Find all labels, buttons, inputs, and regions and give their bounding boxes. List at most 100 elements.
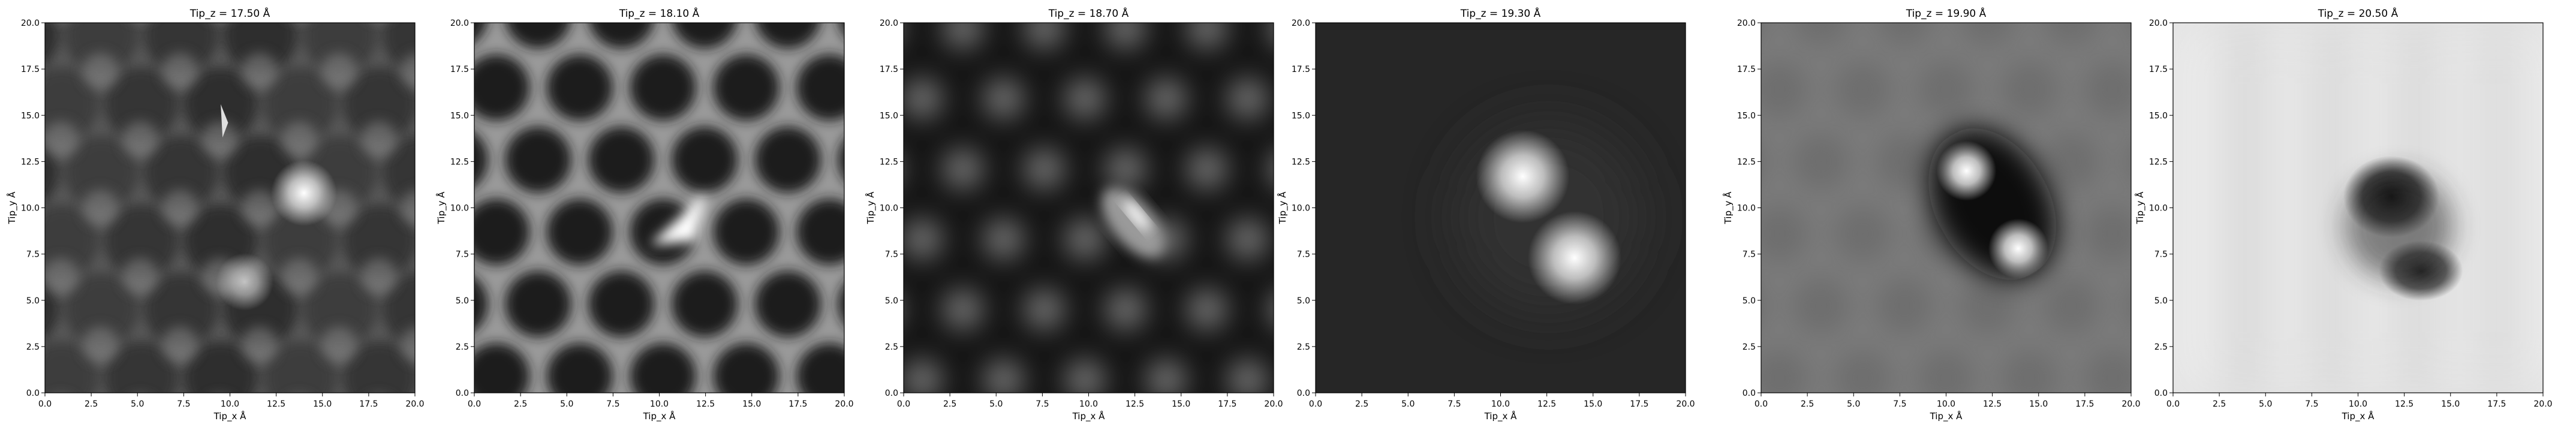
x-tick-label: 20.0 bbox=[2121, 399, 2140, 409]
y-tick-label: 17.5 bbox=[1292, 65, 1310, 74]
y-tick-label: 7.5 bbox=[26, 250, 40, 260]
x-tick-label: 15.0 bbox=[1172, 399, 1190, 409]
y-tick-label: 10.0 bbox=[2149, 204, 2168, 214]
x-tick-label: 15.0 bbox=[742, 399, 761, 409]
x-tick-label: 5.0 bbox=[1847, 399, 1860, 409]
x-tick-label: 17.5 bbox=[789, 399, 807, 409]
x-tick-label: 0.0 bbox=[468, 399, 481, 409]
y-tick-label: 10.0 bbox=[21, 204, 40, 214]
y-tick-label: 17.5 bbox=[450, 65, 469, 74]
x-tick-label: 10.0 bbox=[2349, 399, 2367, 409]
y-tick-label: 20.0 bbox=[880, 19, 898, 28]
y-tick-label: 17.5 bbox=[880, 65, 898, 74]
y-tick-label: 15.0 bbox=[21, 111, 40, 121]
y-tick-label: 12.5 bbox=[2149, 157, 2168, 167]
x-tick-label: 2.5 bbox=[1801, 399, 1814, 409]
x-tick-label: 5.0 bbox=[131, 399, 144, 409]
y-tick-label: 0.0 bbox=[2154, 389, 2168, 398]
x-tick-label: 10.0 bbox=[1079, 399, 1098, 409]
y-tick-label: 15.0 bbox=[880, 111, 898, 121]
y-axis-label: Tip_y Å bbox=[865, 191, 877, 225]
x-tick-label: 20.0 bbox=[835, 399, 853, 409]
heatmap-image bbox=[474, 23, 844, 393]
x-tick-label: 15.0 bbox=[1584, 399, 1602, 409]
y-tick-label: 15.0 bbox=[1737, 111, 1756, 121]
y-tick-label: 12.5 bbox=[450, 157, 469, 167]
y-axis-label: Tip_y Å bbox=[2134, 191, 2146, 225]
chart-title: Tip_z = 19.30 Å bbox=[1460, 7, 1541, 20]
x-tick-label: 20.0 bbox=[1676, 399, 1695, 409]
x-tick-label: 2.5 bbox=[514, 399, 527, 409]
x-tick-label: 12.5 bbox=[267, 399, 285, 409]
x-axis-label: Tip_x Å bbox=[1930, 410, 1963, 422]
x-tick-label: 10.0 bbox=[650, 399, 669, 409]
x-tick-label: 17.5 bbox=[1218, 399, 1236, 409]
y-tick-label: 20.0 bbox=[2149, 19, 2168, 28]
x-tick-label: 15.0 bbox=[313, 399, 332, 409]
x-tick-label: 10.0 bbox=[1937, 399, 1955, 409]
y-tick-label: 15.0 bbox=[2149, 111, 2168, 121]
x-tick-label: 0.0 bbox=[1755, 399, 1768, 409]
x-axis-label: Tip_x Å bbox=[643, 410, 676, 422]
x-tick-label: 17.5 bbox=[1630, 399, 1648, 409]
x-tick-label: 17.5 bbox=[2075, 399, 2094, 409]
y-tick-label: 5.0 bbox=[456, 296, 469, 306]
y-tick-label: 10.0 bbox=[1737, 204, 1756, 214]
heatmap-panel-5: Tip_z = 19.90 Å 0.0 2.5 5.0 7.5 10.0 12.5 15.0 1… bbox=[1722, 7, 2141, 422]
x-tick-label: 20.0 bbox=[2533, 399, 2552, 409]
heatmap-panel-2: Tip_z = 18.10 Å 0.0 2.5 5.0 7.5 10.0 12.5 15.0 1… bbox=[435, 7, 854, 422]
x-tick-label: 15.0 bbox=[2029, 399, 2048, 409]
x-tick-label: 5.0 bbox=[1401, 399, 1415, 409]
y-tick-label: 12.5 bbox=[1292, 157, 1310, 167]
x-tick-label: 5.0 bbox=[560, 399, 573, 409]
x-tick-label: 7.5 bbox=[1893, 399, 1906, 409]
y-tick-label: 5.0 bbox=[2154, 296, 2168, 306]
y-tick-label: 2.5 bbox=[1297, 342, 1310, 352]
x-tick-label: 0.0 bbox=[897, 399, 910, 409]
x-tick-label: 10.0 bbox=[221, 399, 239, 409]
y-tick-label: 10.0 bbox=[450, 204, 469, 214]
y-tick-label: 5.0 bbox=[885, 296, 898, 306]
x-tick-label: 12.5 bbox=[1126, 399, 1144, 409]
y-tick-label: 2.5 bbox=[2154, 342, 2168, 352]
x-tick-label: 17.5 bbox=[2487, 399, 2506, 409]
heatmap-panel-4: Tip_z = 19.30 Å 0.0 2.5 5.0 7.5 10.0 12.5 15.0 1… bbox=[1277, 7, 1695, 422]
y-tick-label: 7.5 bbox=[456, 250, 469, 260]
heatmap-panel-6: Tip_z = 20.50 Å 0.0 2.5 5.0 7.5 10.0 12.5 15.0 1… bbox=[2134, 7, 2553, 422]
chart-title: Tip_z = 18.10 Å bbox=[619, 7, 700, 20]
x-tick-label: 2.5 bbox=[2213, 399, 2226, 409]
y-tick-label: 20.0 bbox=[21, 19, 40, 28]
x-tick-label: 2.5 bbox=[943, 399, 956, 409]
heatmap-panel-3: Tip_z = 18.70 Å 0.0 2.5 5.0 7.5 10.0 12.5 15.0 1… bbox=[865, 7, 1283, 422]
y-tick-label: 7.5 bbox=[1297, 250, 1310, 260]
x-tick-label: 20.0 bbox=[1264, 399, 1283, 409]
y-tick-label: 15.0 bbox=[1292, 111, 1310, 121]
y-axis-label: Tip_y Å bbox=[6, 191, 18, 225]
y-tick-label: 7.5 bbox=[885, 250, 898, 260]
chart-title: Tip_z = 17.50 Å bbox=[189, 7, 270, 20]
x-tick-label: 0.0 bbox=[1309, 399, 1322, 409]
y-tick-label: 2.5 bbox=[1743, 342, 1756, 352]
heatmap-image bbox=[45, 23, 415, 393]
x-tick-label: 0.0 bbox=[2166, 399, 2180, 409]
y-tick-label: 10.0 bbox=[1292, 204, 1310, 214]
y-tick-label: 0.0 bbox=[885, 389, 898, 398]
heatmap-panel-1: Tip_z = 17.50 Å 0.0 2.5 5.0 7.5 10.0 12.5 15.0 1… bbox=[6, 7, 425, 422]
y-tick-label: 17.5 bbox=[1737, 65, 1756, 74]
y-tick-label: 12.5 bbox=[1737, 157, 1756, 167]
y-tick-label: 5.0 bbox=[26, 296, 40, 306]
x-tick-label: 12.5 bbox=[1983, 399, 2002, 409]
y-tick-label: 5.0 bbox=[1743, 296, 1756, 306]
x-axis-label: Tip_x Å bbox=[1484, 410, 1518, 422]
x-tick-label: 15.0 bbox=[2441, 399, 2460, 409]
y-tick-label: 17.5 bbox=[21, 65, 40, 74]
x-tick-label: 2.5 bbox=[1355, 399, 1368, 409]
heatmap-image bbox=[904, 23, 1274, 393]
x-tick-label: 7.5 bbox=[177, 399, 190, 409]
y-tick-label: 20.0 bbox=[450, 19, 469, 28]
y-tick-label: 2.5 bbox=[26, 342, 40, 352]
y-tick-label: 17.5 bbox=[2149, 65, 2168, 74]
x-tick-label: 12.5 bbox=[2395, 399, 2414, 409]
chart-title: Tip_z = 18.70 Å bbox=[1048, 7, 1129, 20]
